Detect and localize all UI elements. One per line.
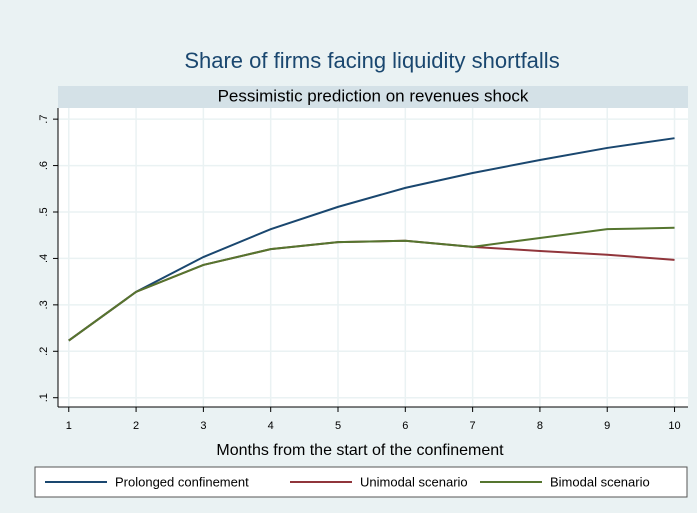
legend-label: Prolonged confinement: [115, 474, 249, 489]
y-tick-label: .2: [38, 347, 50, 356]
y-tick-label: .7: [38, 115, 50, 124]
y-tick-label: .1: [38, 393, 50, 402]
chart-subtitle: Pessimistic prediction on revenues shock: [218, 86, 529, 105]
x-tick-label: 7: [470, 420, 476, 432]
legend-label: Unimodal scenario: [360, 474, 468, 489]
x-tick-label: 3: [200, 420, 206, 432]
series-line: [68, 137, 675, 342]
y-tick-label: .6: [38, 161, 50, 170]
y-tick-label: .3: [38, 300, 50, 309]
x-tick-label: 4: [268, 420, 274, 432]
plot-area: [58, 108, 688, 407]
series-line: [68, 226, 675, 342]
x-tick-label: 2: [133, 420, 139, 432]
x-tick-label: 5: [335, 420, 341, 432]
x-tick-label: 1: [66, 420, 72, 432]
x-tick-label: 10: [668, 420, 680, 432]
x-tick-label: 8: [537, 420, 543, 432]
subtitle-band: [58, 86, 688, 108]
y-tick-label: .5: [38, 207, 50, 216]
legend-label: Bimodal scenario: [550, 474, 650, 489]
x-axis-label: Months from the start of the confinement: [216, 442, 504, 459]
chart-title: Share of firms facing liquidity shortfal…: [184, 48, 559, 73]
legend-box: [34, 466, 688, 498]
y-tick-label: .4: [38, 254, 50, 263]
x-tick-label: 6: [402, 420, 408, 432]
x-tick-label: 9: [604, 420, 610, 432]
